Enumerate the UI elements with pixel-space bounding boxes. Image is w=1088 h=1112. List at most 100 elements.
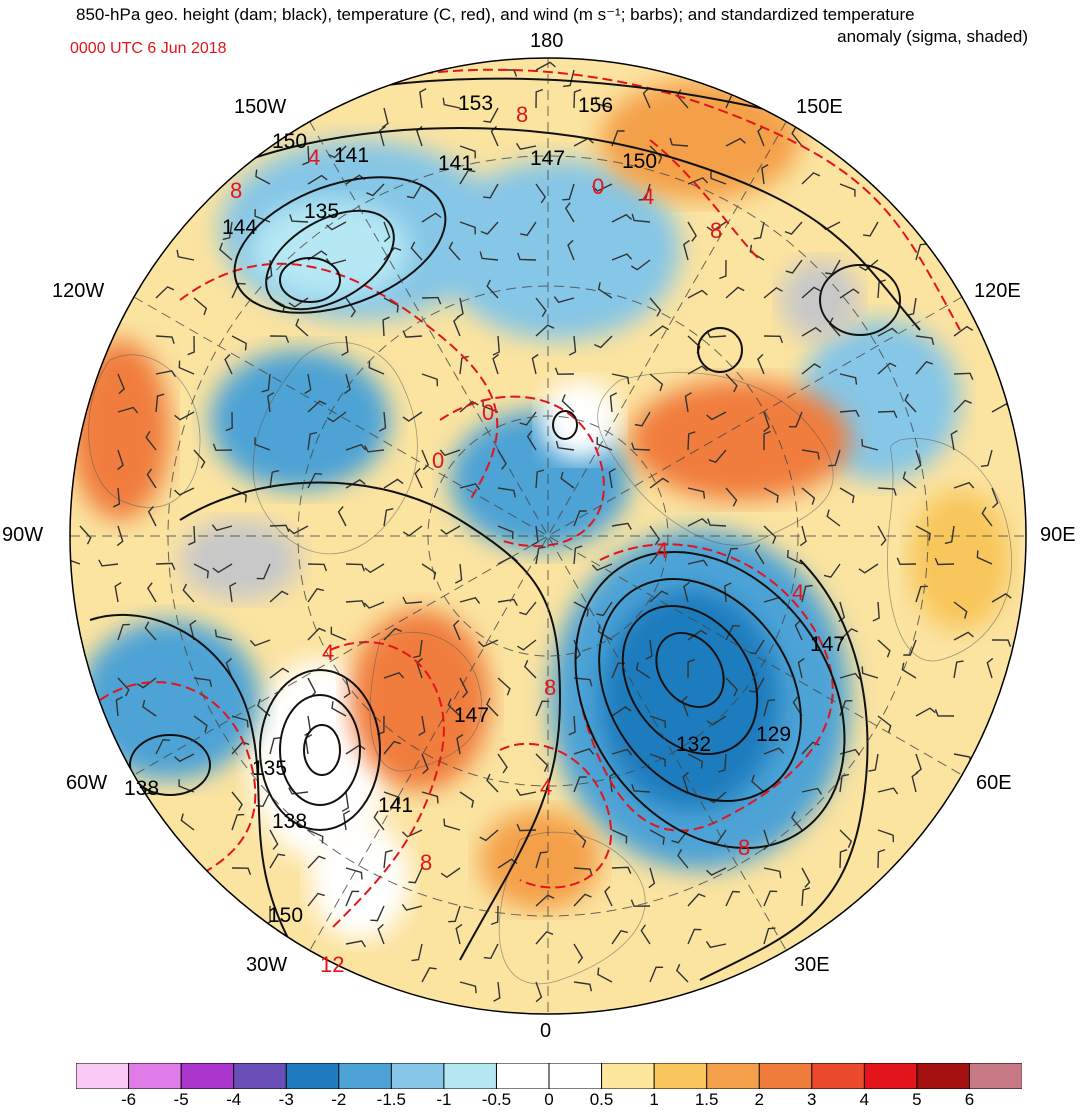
wind-barb <box>953 399 972 413</box>
lon-label-bottom-left: 30W <box>246 954 288 976</box>
wind-barb <box>915 585 928 603</box>
wind-barb <box>479 251 499 261</box>
wind-barb <box>903 639 917 656</box>
wind-barb <box>858 563 879 574</box>
wind-barb <box>573 677 593 687</box>
wind-barb <box>761 164 769 185</box>
wind-barb <box>187 335 195 356</box>
wind-barb <box>440 867 461 879</box>
wind-barb <box>383 671 405 679</box>
height-label: 135 <box>304 200 339 223</box>
height-label: 141 <box>334 144 369 167</box>
lon-label-upper-left: 150W <box>234 96 287 118</box>
wind-barb <box>155 370 177 378</box>
map-title-continued: anomaly (sigma, shaded) <box>837 27 1028 46</box>
wind-barb <box>249 639 271 647</box>
wind-barb <box>706 221 727 232</box>
colorbar-swatch <box>653 1063 708 1089</box>
colorbar-swatch <box>443 1063 498 1089</box>
wind-barb <box>877 787 899 795</box>
map-boundary <box>69 57 1027 1015</box>
lon-label-left: 90W <box>2 524 44 546</box>
wind-barb <box>269 590 289 603</box>
height-label: 150 <box>622 150 657 173</box>
colorbar-swatch <box>968 1063 1022 1089</box>
anomaly-region <box>600 80 800 200</box>
wind-barb <box>839 373 858 385</box>
wind-barb <box>117 373 125 395</box>
wind-barb <box>117 449 124 471</box>
wind-barb <box>535 297 547 317</box>
wind-barb <box>176 249 195 261</box>
wind-barb <box>517 252 537 261</box>
wind-barb <box>373 810 385 831</box>
lon-label-mid-left: 120W <box>52 280 105 302</box>
wind-barb <box>573 867 593 877</box>
lon-label-lower-left: 60W <box>66 772 108 794</box>
wind-barb <box>486 697 499 717</box>
lon-label-bottom: 0 <box>540 1020 552 1042</box>
wind-barb <box>560 471 575 489</box>
wind-barb <box>902 471 917 489</box>
wind-barb <box>944 525 955 545</box>
colorbar-swatch <box>76 1063 130 1089</box>
wind-barb <box>117 623 131 641</box>
wind-barb <box>573 601 589 617</box>
wind-barb <box>421 791 439 804</box>
wind-barb <box>934 557 955 566</box>
height-label: 150 <box>268 904 303 927</box>
wind-barb <box>611 748 633 756</box>
wind-barb <box>749 244 765 261</box>
wind-barb <box>225 657 233 679</box>
wind-barb <box>567 239 575 261</box>
wind-barb <box>486 279 499 299</box>
wind-barb <box>345 867 363 880</box>
wind-barb <box>611 866 632 874</box>
height-contours <box>89 77 961 981</box>
wind-barb <box>383 297 399 313</box>
wind-barb <box>526 430 537 451</box>
wind-barb <box>790 811 803 831</box>
wind-barb <box>117 406 139 414</box>
wind-barb <box>193 297 208 316</box>
wind-barb <box>193 563 209 579</box>
wind-barb <box>611 829 628 844</box>
wind-barb <box>904 393 917 413</box>
wind-barb <box>706 411 727 421</box>
wind-barb <box>553 296 575 304</box>
wind-barb <box>383 627 402 641</box>
anomaly-region <box>250 200 410 300</box>
wind-barb <box>717 753 727 773</box>
wind-barb <box>554 367 575 375</box>
colorbar <box>76 1063 1022 1089</box>
wind-barb <box>455 923 463 945</box>
wind-barb <box>368 360 385 375</box>
temperature-label: 0 <box>432 448 444 473</box>
wind-barb <box>345 297 356 318</box>
wind-barb <box>307 627 326 641</box>
wind-barb <box>211 524 233 532</box>
wind-barb <box>231 715 249 728</box>
wind-barb <box>877 362 897 375</box>
wind-barb <box>638 183 651 201</box>
wind-barb <box>911 771 919 793</box>
wind-barb <box>649 145 663 164</box>
wind-barb <box>442 97 461 109</box>
wind-barb <box>117 677 130 697</box>
wind-barb <box>155 286 175 299</box>
wind-barb <box>421 967 437 983</box>
wind-barb <box>573 829 587 848</box>
wind-barb <box>326 221 347 231</box>
wind-barb <box>535 753 549 772</box>
wind-barb <box>116 525 124 547</box>
temperature-label: 8 <box>516 102 528 127</box>
wind-barb <box>383 247 402 261</box>
wind-barb <box>231 487 247 503</box>
wind-barb <box>147 582 157 603</box>
wind-barb <box>573 776 587 793</box>
colorbar-swatch <box>863 1063 918 1089</box>
wind-barb <box>231 335 247 351</box>
colorbar-tick-label: 4 <box>859 1090 870 1109</box>
colorbar-tick-label: 0.5 <box>589 1090 614 1109</box>
wind-barb <box>642 87 651 109</box>
